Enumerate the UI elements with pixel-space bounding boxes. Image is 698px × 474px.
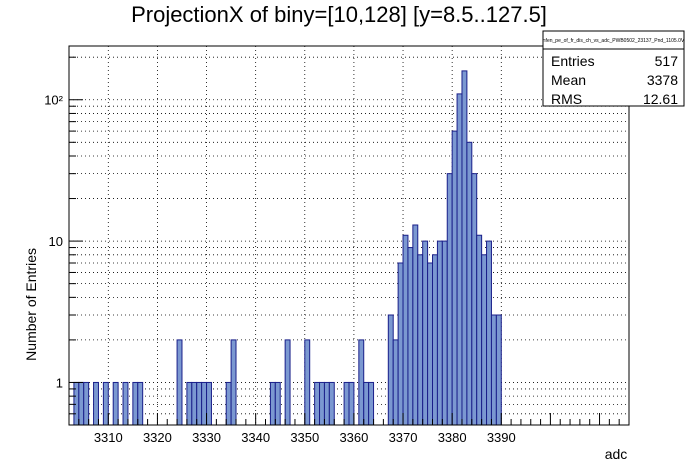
histogram-bin [225,381,232,426]
histogram-bin [319,381,325,426]
x-tick-label: 3390 [487,430,516,445]
histogram-bin [132,381,139,426]
histogram-bin [476,234,483,426]
histogram-bin [186,381,193,426]
y-axis-label: Number of Entries [23,248,39,361]
x-tick-label: 3340 [241,430,270,445]
histogram-bin [486,240,492,426]
histogram-bin [328,381,335,426]
y-tick-label: 10² [44,93,63,108]
plot-frame [68,45,630,426]
histogram-bin [78,381,85,426]
histogram-bin [230,339,237,426]
histogram-bin [112,381,119,426]
histogram-bin [176,339,183,426]
histogram-bin [461,70,468,426]
x-tick-label: 3380 [438,430,467,445]
histogram-bin [392,339,399,426]
axis-ticks: 3310 3320 3330 3340 3350 3360 3370 3380 3390 1 10 1… [44,56,630,445]
x-tick-label: 3370 [389,430,418,445]
x-axis-label: adc [605,446,628,462]
histogram-bin [432,254,438,426]
histogram-bin [201,381,208,426]
histogram-bin [314,381,321,426]
histogram-bin [471,173,478,426]
x-tick-label: 3330 [192,430,221,445]
histogram-bin [323,381,330,426]
stats-value: 517 [655,53,679,69]
x-tick-label: 3360 [339,430,368,445]
chart-title: ProjectionX of biny=[10,128] [y=8.5..127… [131,2,547,27]
histogram-bin [93,381,99,426]
histogram-bin [83,381,90,426]
histogram-bin [481,254,488,426]
histogram-bin [417,254,424,426]
histogram-bin [304,339,311,426]
histogram-bin [284,339,291,426]
stats-box: nfen_pe_of_fr_dis_ch_vs_adc_PWB0502_2313… [542,30,685,107]
stats-value: 12.61 [643,91,678,107]
histogram-bin [446,173,453,426]
histogram-bin [196,381,203,426]
histogram-bin [368,381,375,426]
stats-box-frame [542,30,685,107]
stats-label: Mean [551,72,586,88]
y-tick-label: 10 [49,234,63,249]
histogram-bin [427,262,434,426]
histogram-bin [466,141,473,426]
histogram-bin [387,314,394,426]
x-tick-label: 3320 [143,430,172,445]
histogram-bin [436,240,443,426]
histogram-bin [358,339,365,426]
y-tick-label: 1 [56,375,63,390]
histogram-bars [73,70,502,426]
plot-border [68,45,630,426]
histogram-bin [412,224,419,426]
histogram-bin [441,240,448,426]
stats-value: 3378 [647,72,678,88]
stats-label: Entries [551,53,595,69]
histogram-bin [363,381,370,426]
histogram-bin [407,247,414,426]
histogram-bin [122,381,129,426]
histogram-bin [343,381,350,426]
histogram-bin [137,381,144,426]
histogram-bin [191,381,198,426]
stats-label: RMS [551,91,582,107]
histogram-bin [102,381,109,426]
histogram-bin [490,314,497,426]
histogram-bin [402,234,409,426]
histogram-bin [206,381,212,426]
x-tick-label: 3350 [290,430,319,445]
histogram-bin [451,130,458,426]
histogram-bin [269,381,276,426]
histogram-bin [348,381,355,426]
histogram-bin [274,381,281,426]
stats-box-name: nfen_pe_of_fr_dis_ch_vs_adc_PWB0502_2313… [543,38,685,44]
histogram-bin [397,262,404,426]
histogram-bin [495,314,502,426]
x-tick-label: 3310 [94,430,123,445]
histogram-bin [456,93,463,426]
histogram-bin [422,240,429,426]
